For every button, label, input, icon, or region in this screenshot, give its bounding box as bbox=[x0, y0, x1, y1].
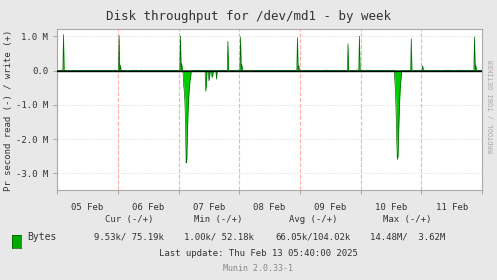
Text: 10 Feb: 10 Feb bbox=[375, 203, 407, 212]
Text: Max (-/+): Max (-/+) bbox=[383, 215, 432, 224]
Text: 1.00k/ 52.18k: 1.00k/ 52.18k bbox=[184, 232, 253, 241]
Text: 66.05k/104.02k: 66.05k/104.02k bbox=[275, 232, 351, 241]
Text: Min (-/+): Min (-/+) bbox=[194, 215, 243, 224]
Text: 14.48M/  3.62M: 14.48M/ 3.62M bbox=[370, 232, 445, 241]
Text: 06 Feb: 06 Feb bbox=[132, 203, 165, 212]
Text: 05 Feb: 05 Feb bbox=[72, 203, 104, 212]
Text: Disk throughput for /dev/md1 - by week: Disk throughput for /dev/md1 - by week bbox=[106, 10, 391, 23]
Text: 9.53k/ 75.19k: 9.53k/ 75.19k bbox=[94, 232, 164, 241]
Text: 08 Feb: 08 Feb bbox=[253, 203, 286, 212]
Text: RRDTOOL / TOBI OETIKER: RRDTOOL / TOBI OETIKER bbox=[489, 60, 495, 153]
Y-axis label: Pr second read (-) / write (+): Pr second read (-) / write (+) bbox=[4, 29, 13, 190]
Text: Last update: Thu Feb 13 05:40:00 2025: Last update: Thu Feb 13 05:40:00 2025 bbox=[159, 249, 358, 258]
Text: 11 Feb: 11 Feb bbox=[435, 203, 468, 212]
Text: Avg (-/+): Avg (-/+) bbox=[289, 215, 337, 224]
Text: 07 Feb: 07 Feb bbox=[193, 203, 225, 212]
Text: 09 Feb: 09 Feb bbox=[314, 203, 346, 212]
Text: Bytes: Bytes bbox=[27, 232, 57, 242]
Text: Cur (-/+): Cur (-/+) bbox=[105, 215, 154, 224]
Text: Munin 2.0.33-1: Munin 2.0.33-1 bbox=[224, 264, 293, 273]
